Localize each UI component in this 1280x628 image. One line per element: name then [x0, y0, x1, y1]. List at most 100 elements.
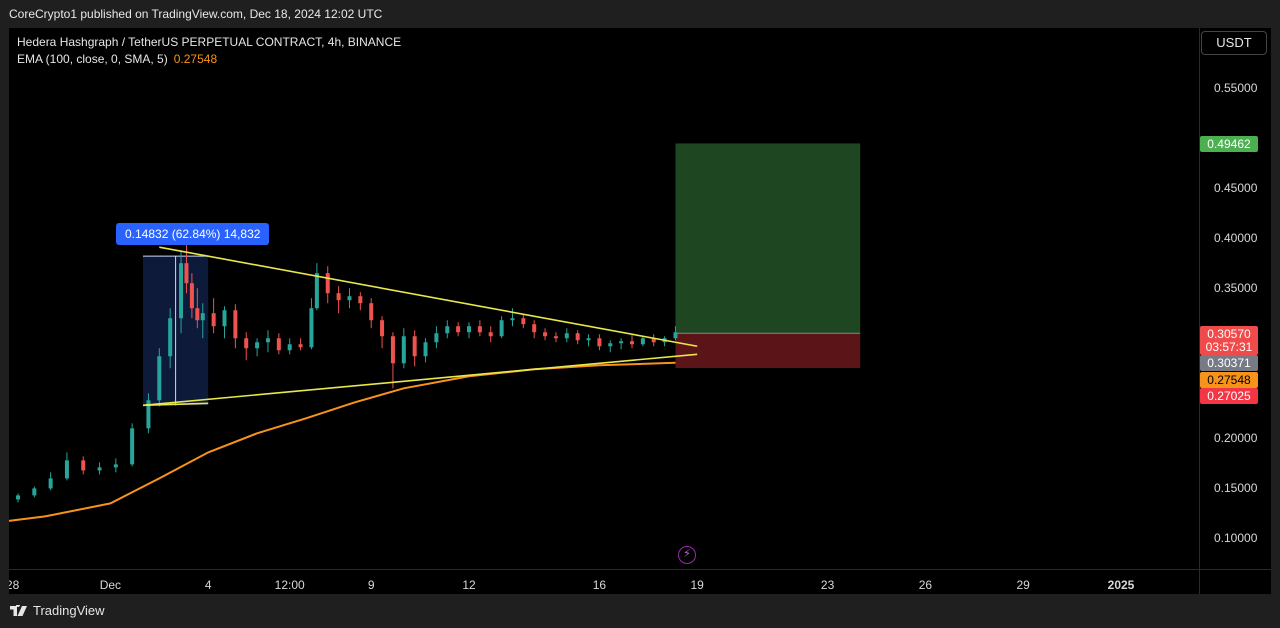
brand-name: TradingView [33, 603, 105, 618]
candle-body [401, 336, 406, 364]
candle-body [369, 303, 374, 321]
candle-body [673, 332, 678, 339]
currency-button[interactable]: USDT [1201, 31, 1267, 55]
x-tick-label: 23 [820, 578, 835, 592]
candle-body [255, 342, 260, 349]
y-tick-label: 0.55000 [1214, 81, 1258, 95]
candle-body [276, 338, 281, 351]
candle-body [179, 263, 184, 319]
candle-body [456, 326, 461, 333]
candle-body [244, 338, 249, 349]
candle-body [640, 338, 645, 345]
chart-plot[interactable] [9, 28, 1271, 594]
x-tick-label: 12 [462, 578, 476, 592]
candle-body [532, 324, 537, 333]
candle-body [445, 326, 450, 334]
price-axis-divider [1199, 28, 1200, 594]
measure-label: 0.14832 (62.84%) 14,832 [116, 223, 270, 245]
candle-body [287, 344, 292, 351]
tradingview-logo-icon [10, 605, 27, 616]
price-label: 0.27548 [1200, 372, 1258, 388]
candle-body [195, 308, 200, 321]
y-tick-label: 0.40000 [1214, 231, 1258, 246]
candle-body [184, 263, 189, 284]
candle-body [336, 293, 341, 301]
x-tick-label: Dec [99, 578, 122, 592]
stop-zone [675, 333, 861, 369]
candle-body [146, 400, 151, 429]
price-label: 0.30371 [1200, 355, 1258, 371]
target-zone [675, 143, 861, 334]
candle-body [477, 326, 482, 333]
candle-body [358, 296, 363, 304]
y-tick-label: 0.45000 [1214, 181, 1258, 196]
x-tick-label: 2025 [1107, 578, 1135, 592]
candle-body [564, 333, 569, 339]
indicator-value: 0.27548 [173, 52, 218, 66]
candle-body [200, 313, 205, 321]
x-tick-label: 26 [918, 578, 933, 592]
candle-body [189, 283, 194, 309]
x-tick-label: 29 [1016, 578, 1030, 592]
candle-body [630, 341, 634, 345]
y-tick-label: 0.15000 [1214, 481, 1258, 496]
candle-body [390, 336, 395, 364]
candle-body [168, 318, 173, 357]
candle-body [32, 488, 37, 496]
candle-body [380, 320, 385, 337]
candle-body [412, 336, 417, 357]
candle-body [325, 273, 330, 294]
trendline-base [142, 402, 209, 407]
candle-body [521, 318, 526, 325]
candle-body [48, 478, 53, 489]
candle-body [488, 332, 493, 337]
candle-body [597, 338, 602, 347]
price-label: 0.49462 [1200, 136, 1258, 152]
candle-body [265, 338, 270, 343]
candle-body [222, 310, 227, 327]
lightning-icon[interactable]: ⚡ [678, 546, 696, 564]
candle-body [575, 333, 580, 341]
trendline-lower [142, 353, 698, 407]
candle-body [314, 273, 319, 309]
candle-body [233, 310, 238, 339]
candle-body [467, 326, 471, 333]
candle-body [113, 464, 118, 468]
indicator-legend: EMA (100, close, 0, SMA, 5) 0.27548 [17, 52, 217, 66]
symbol-legend: Hedera Hashgraph / TetherUS PERPETUAL CO… [17, 35, 402, 49]
candle-body [608, 343, 613, 347]
indicator-name: EMA (100, close, 0, SMA, 5) [17, 52, 168, 66]
x-tick-label: 16 [592, 578, 607, 592]
y-tick-label: 0.20000 [1214, 431, 1258, 446]
price-label: 03:57:31 [1200, 339, 1258, 355]
footer: TradingView [10, 600, 105, 622]
candle-body [16, 495, 21, 500]
candle-body [309, 308, 314, 348]
candle-body [97, 467, 102, 471]
x-tick-label: 12:00 [274, 578, 305, 592]
x-tick-label: 28 [9, 578, 20, 592]
x-tick-label: 9 [367, 578, 375, 592]
time-axis-divider [9, 569, 1271, 570]
candle-body [157, 356, 162, 401]
candle-body [423, 342, 428, 357]
candle-body [510, 318, 515, 321]
x-tick-label: 4 [204, 578, 212, 592]
candle-body [81, 460, 86, 471]
price-label: 0.30570 [1200, 326, 1258, 342]
publish-info: CoreCrypto1 published on TradingView.com… [9, 7, 383, 21]
y-tick-label: 0.10000 [1214, 531, 1258, 546]
candle-body [211, 313, 216, 327]
candle-body [543, 332, 548, 337]
candle-body [553, 336, 558, 339]
trendline-upper [159, 246, 698, 348]
candle-body [586, 338, 591, 341]
x-tick-label: 19 [690, 578, 704, 592]
candle-body [64, 460, 69, 479]
candle-body [298, 344, 303, 348]
candle-body [434, 333, 439, 343]
chart-frame[interactable]: Hedera Hashgraph / TetherUS PERPETUAL CO… [9, 28, 1271, 594]
candle-body [651, 338, 656, 343]
candle-body [619, 341, 624, 344]
y-tick-label: 0.35000 [1214, 281, 1258, 296]
